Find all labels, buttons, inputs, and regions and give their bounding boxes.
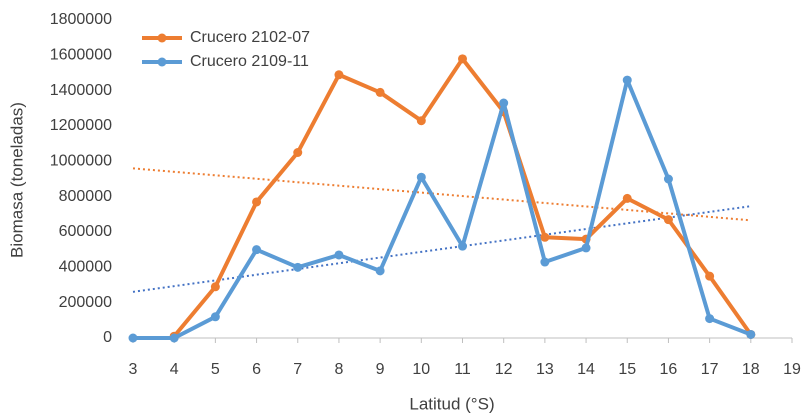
x-tick-label: 17 xyxy=(701,361,719,378)
x-tick-label: 8 xyxy=(334,361,343,378)
data-point xyxy=(375,266,385,276)
data-point xyxy=(458,241,467,251)
legend-label: Crucero 2102-07 xyxy=(190,29,310,46)
y-tick-label: 0 xyxy=(103,329,112,346)
data-point xyxy=(581,243,591,253)
x-tick-label: 14 xyxy=(577,361,595,378)
y-tick-label: 800000 xyxy=(59,188,112,205)
x-tick-label: 9 xyxy=(376,361,385,378)
x-tick-label: 13 xyxy=(536,361,554,378)
legend-marker xyxy=(157,57,167,67)
series-line xyxy=(133,78,752,340)
x-tick-label: 15 xyxy=(618,361,636,378)
data-point xyxy=(128,333,138,343)
data-point xyxy=(416,116,426,126)
data-point xyxy=(293,262,303,272)
x-tick-label: 7 xyxy=(293,361,302,378)
y-tick-label: 1200000 xyxy=(50,117,112,134)
x-tick-label: 10 xyxy=(412,361,430,378)
data-point xyxy=(663,215,673,225)
data-point xyxy=(622,75,632,85)
x-tick-label: 19 xyxy=(783,361,801,378)
legend-marker xyxy=(157,33,167,43)
y-axis-title: Biomasa (toneladas) xyxy=(7,102,26,258)
y-tick-label: 1800000 xyxy=(50,11,112,28)
data-point xyxy=(540,257,550,267)
x-tick-label: 3 xyxy=(129,361,138,378)
y-tick-label: 1000000 xyxy=(50,153,112,170)
x-tick-label: 6 xyxy=(252,361,261,378)
data-point xyxy=(416,172,426,182)
data-point xyxy=(169,333,179,343)
trend-line xyxy=(132,167,751,222)
data-point xyxy=(663,174,673,184)
data-point xyxy=(210,312,220,322)
data-point xyxy=(375,87,385,97)
x-tick-label: 16 xyxy=(660,361,678,378)
y-tick-label: 400000 xyxy=(59,259,112,276)
data-point xyxy=(746,329,756,339)
data-point xyxy=(499,98,509,108)
x-tick-label: 4 xyxy=(170,361,179,378)
data-point xyxy=(334,250,344,260)
data-point xyxy=(252,197,262,207)
x-tick-label: 5 xyxy=(211,361,220,378)
data-point xyxy=(210,282,220,292)
trend-line xyxy=(132,205,751,293)
data-point xyxy=(705,314,715,324)
data-point xyxy=(252,245,262,255)
legend-label: Crucero 2109-11 xyxy=(190,53,309,70)
y-tick-label: 600000 xyxy=(59,223,112,240)
x-tick-label: 18 xyxy=(742,361,760,378)
data-point xyxy=(458,54,467,64)
y-tick-label: 200000 xyxy=(59,294,112,311)
y-tick-label: 1600000 xyxy=(50,47,112,64)
y-tick-label: 1400000 xyxy=(50,82,112,99)
x-tick-label: 12 xyxy=(495,361,513,378)
series-line xyxy=(172,56,753,338)
data-point xyxy=(622,193,632,203)
data-point xyxy=(705,271,715,281)
x-tick-label: 11 xyxy=(454,361,471,378)
data-point xyxy=(334,70,344,80)
data-point xyxy=(540,232,550,242)
x-axis-title: Latitud (°S) xyxy=(409,394,494,413)
data-point xyxy=(293,148,303,157)
